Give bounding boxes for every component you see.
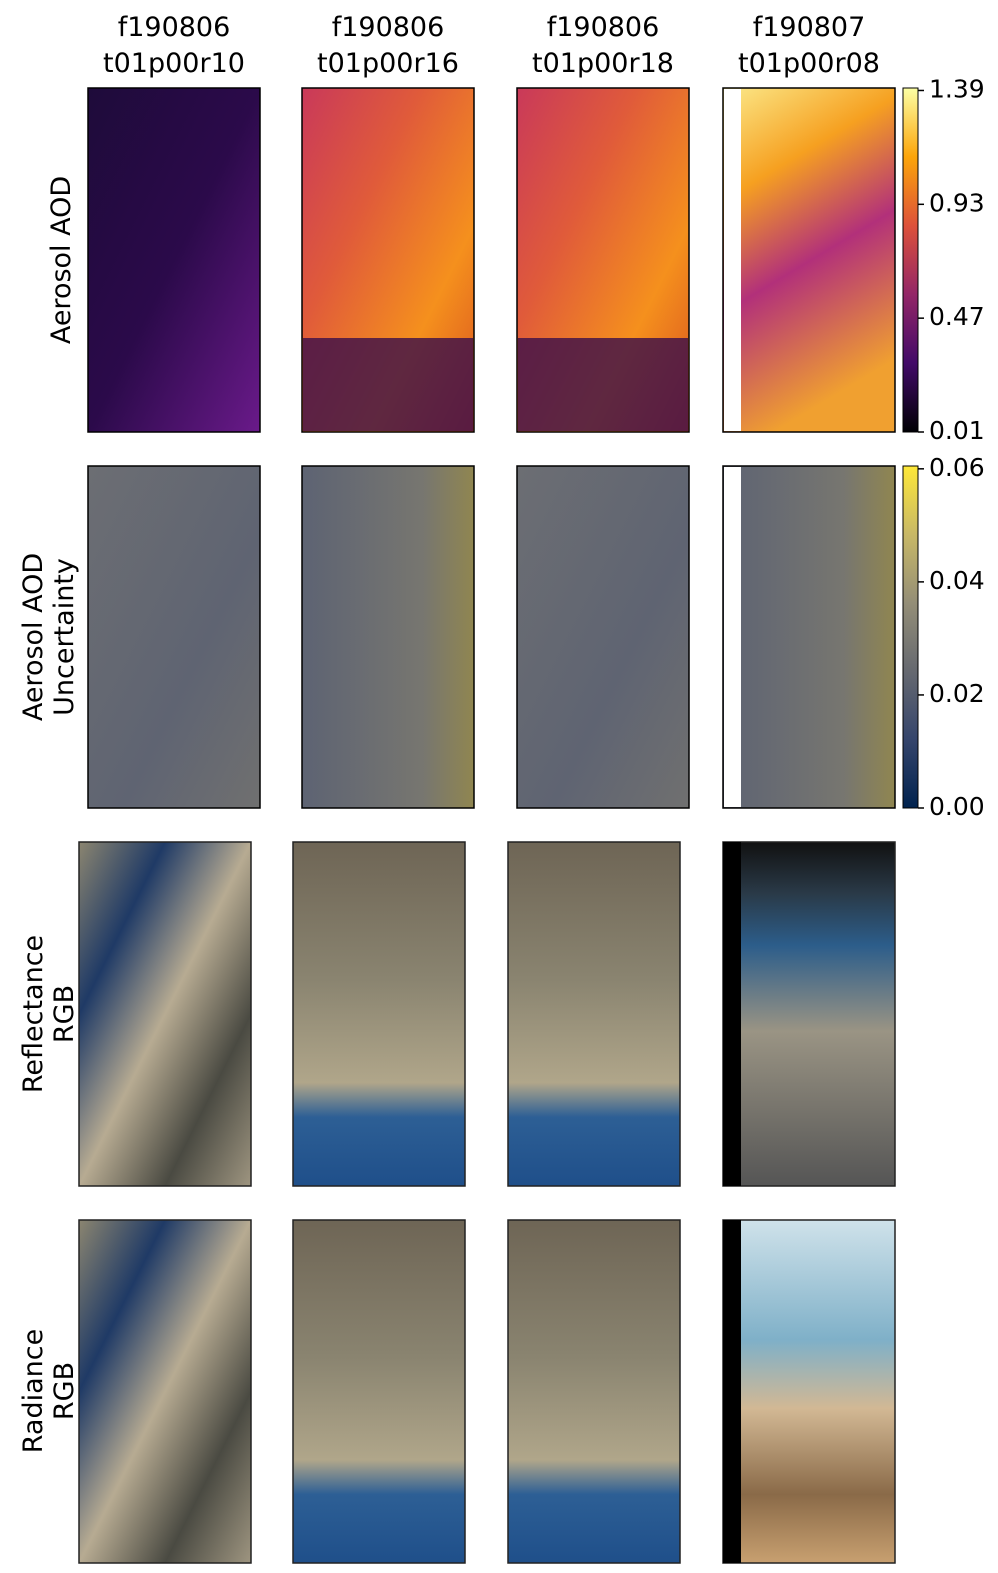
column-title: f190807 <box>753 12 866 43</box>
colorbar <box>903 88 918 432</box>
colorbar-tick-label: 0.04 <box>929 566 985 595</box>
row-label: Aerosol AOD <box>46 176 77 344</box>
column-title: f190806 <box>547 12 660 43</box>
row-label: Reflectance <box>18 935 49 1093</box>
colorbar-tick-label: 0.93 <box>929 188 985 217</box>
row-label: Radiance <box>18 1329 49 1453</box>
image-panel <box>517 466 689 808</box>
image-panel <box>293 1220 465 1563</box>
image-panels <box>79 88 895 1563</box>
land-region <box>518 338 688 431</box>
row-label: Aerosol AOD <box>18 553 49 721</box>
no-data-strip <box>723 842 741 1186</box>
image-panel <box>79 842 251 1186</box>
image-panel <box>88 88 260 432</box>
figure: f190806 t01p00r10 f190806 t01p00r16 f190806 t… <box>0 0 998 1573</box>
colorbars: 0.01 0.47 0.93 1.39 0.00 0.02 0.04 0.06 <box>903 74 985 821</box>
colorbar-tick-label: 0.47 <box>929 302 985 331</box>
image-panel <box>723 842 895 1186</box>
no-data-strip <box>724 467 741 807</box>
image-panel <box>79 1220 251 1563</box>
no-data-strip <box>724 89 741 431</box>
image-panel <box>723 466 895 808</box>
column-title: t01p00r16 <box>317 48 459 79</box>
row-label: RGB <box>49 1362 80 1420</box>
image-panel <box>293 842 465 1186</box>
image-panel <box>723 88 895 432</box>
column-titles: f190806 t01p00r10 f190806 t01p00r16 f190806 t… <box>103 12 880 79</box>
no-data-strip <box>723 1220 741 1563</box>
column-title: t01p00r08 <box>738 48 880 79</box>
column-title: t01p00r10 <box>103 48 245 79</box>
image-panel <box>508 1220 680 1563</box>
column-title: f190806 <box>118 12 231 43</box>
land-region <box>303 338 473 431</box>
colorbar-tick-label: 0.06 <box>929 453 985 482</box>
colorbar-tick-label: 0.02 <box>929 679 985 708</box>
image-panel <box>508 842 680 1186</box>
image-panel <box>302 466 474 808</box>
colorbar <box>903 466 918 808</box>
image-panel <box>723 1220 895 1563</box>
column-title: t01p00r18 <box>532 48 674 79</box>
row-label: RGB <box>49 985 80 1043</box>
colorbar-tick-label: 0.00 <box>929 792 985 821</box>
column-title: f190806 <box>332 12 445 43</box>
row-label: Uncertainty <box>49 558 80 716</box>
image-panel <box>88 466 260 808</box>
colorbar-tick-label: 1.39 <box>929 74 985 103</box>
colorbar-tick-label: 0.01 <box>929 416 985 445</box>
